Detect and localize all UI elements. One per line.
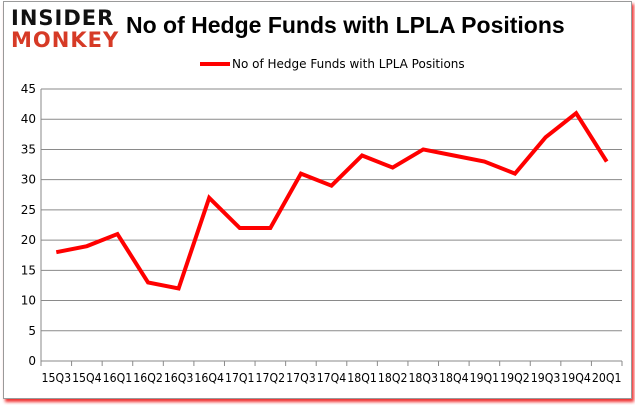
- y-tick-label: 15: [21, 263, 36, 277]
- y-tick-label: 45: [21, 82, 36, 96]
- x-tick-label: 16Q4: [194, 371, 224, 385]
- x-tick-label: 19Q3: [531, 371, 561, 385]
- chart-title: No of Hedge Funds with LPLA Positions: [126, 12, 565, 38]
- x-tick-label: 17Q1: [225, 371, 255, 385]
- y-tick-label: 5: [28, 324, 36, 338]
- x-tick-label: 20Q1: [592, 371, 622, 385]
- insider-monkey-logo: INSIDER MONKEY: [11, 8, 123, 52]
- x-tick-label: 16Q3: [164, 371, 194, 385]
- series-line: [55, 110, 609, 291]
- x-tick-label: 16Q1: [103, 371, 133, 385]
- legend: No of Hedge Funds with LPLA Positions: [200, 57, 465, 71]
- x-tick-label: 15Q4: [72, 371, 102, 385]
- y-tick-label: 40: [21, 112, 36, 126]
- x-tick-label: 18Q4: [439, 371, 469, 385]
- x-tick-label: 19Q4: [561, 371, 591, 385]
- chart-frame: INSIDER MONKEY No of Hedge Funds with LP…: [3, 1, 632, 399]
- y-tick-label: 20: [21, 233, 36, 247]
- legend-label: No of Hedge Funds with LPLA Positions: [232, 57, 465, 71]
- x-tick-label: 16Q2: [133, 371, 163, 385]
- y-tick-label: 0: [28, 354, 36, 368]
- x-tick-label: 17Q3: [286, 371, 316, 385]
- logo-line1: INSIDER: [11, 6, 115, 30]
- y-tick-label: 25: [21, 203, 36, 217]
- x-tick-label: 17Q2: [256, 371, 286, 385]
- x-tick-label: 18Q3: [408, 371, 438, 385]
- plot-area: 0 5 10 15 20 25 30 35 40 45 15Q3 15Q4 16Q1 16Q2 16Q3 16…: [21, 82, 623, 385]
- y-tick-label: 10: [21, 294, 36, 308]
- x-tick-label: 17Q4: [317, 371, 347, 385]
- logo-line2: MONKEY: [11, 28, 120, 52]
- legend-swatch: [200, 62, 230, 66]
- y-tick-label: 30: [21, 173, 36, 187]
- x-tick-label: 19Q1: [470, 371, 500, 385]
- x-tick-label: 18Q1: [347, 371, 377, 385]
- x-tick-label: 18Q2: [378, 371, 408, 385]
- x-tick-label: 15Q3: [42, 371, 72, 385]
- y-tick-label: 35: [21, 142, 36, 156]
- x-tick-label: 19Q2: [500, 371, 530, 385]
